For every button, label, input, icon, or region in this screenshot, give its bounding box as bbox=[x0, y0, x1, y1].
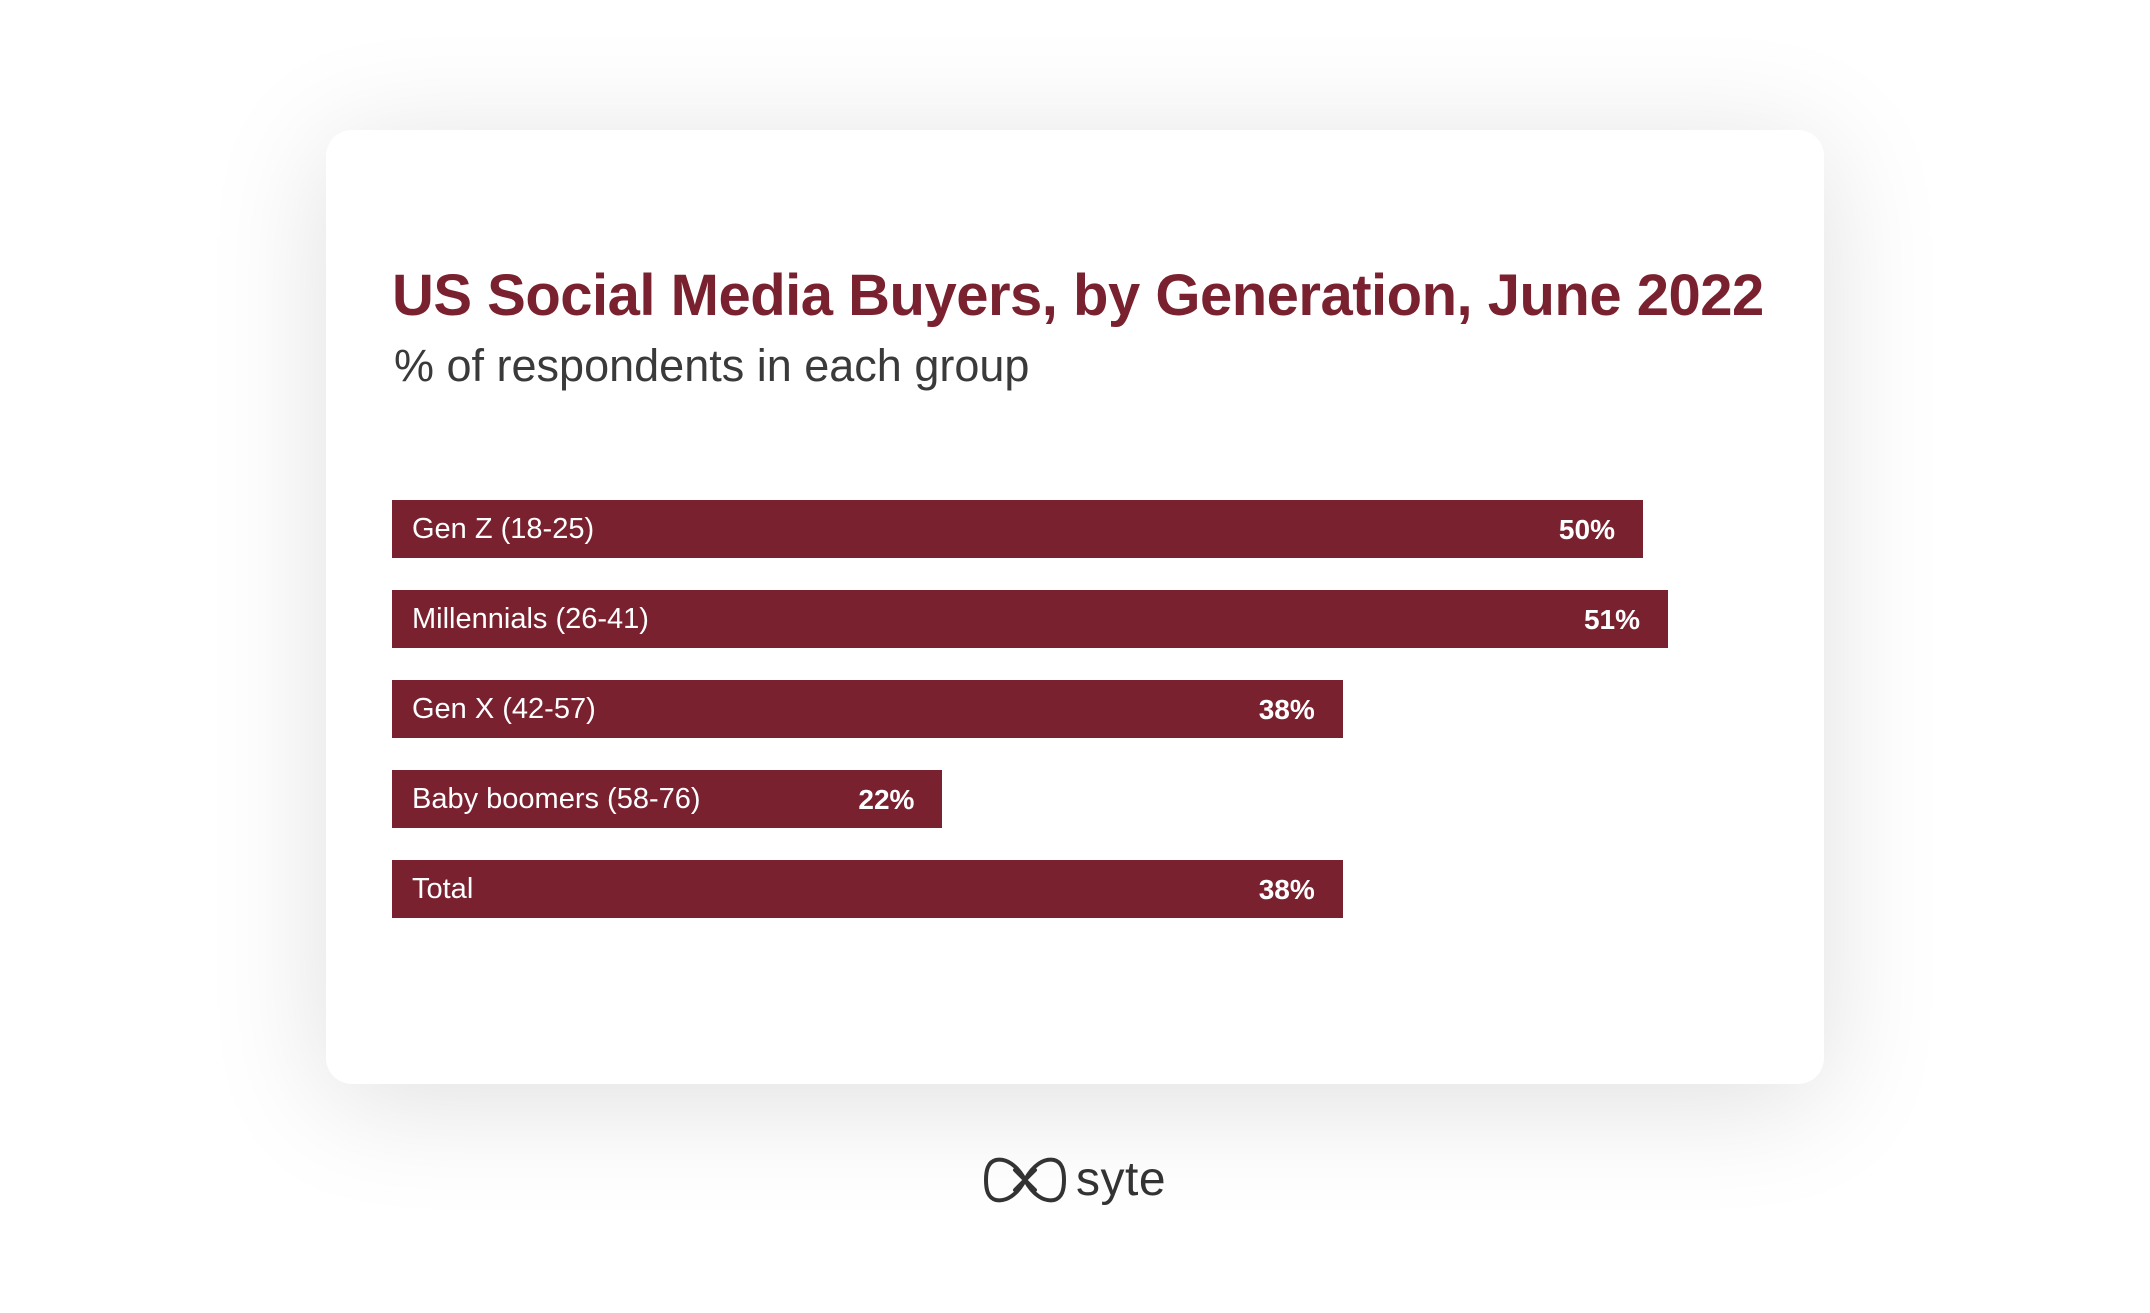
chart-subtitle: % of respondents in each group bbox=[394, 340, 1030, 391]
data-label: 38% bbox=[1258, 694, 1315, 725]
infinity-bow-icon bbox=[984, 1154, 1066, 1206]
bar-chart: Gen Z (18-25) 50% Millennials (26-41) 51% Ge… bbox=[392, 500, 1792, 920]
category-label: Millennials (26-41) bbox=[412, 603, 649, 635]
bar: Gen X (42-57) 38% bbox=[392, 680, 1343, 738]
bar: Total 38% bbox=[392, 860, 1343, 918]
chart-title: US Social Media Buyers, by Generation, J… bbox=[392, 263, 1764, 328]
data-label: 22% bbox=[858, 784, 915, 815]
bar: Millennials (26-41) 51% bbox=[392, 590, 1668, 648]
data-label: 50% bbox=[1558, 514, 1615, 545]
bar: Gen Z (18-25) 50% bbox=[392, 500, 1643, 558]
category-label: Gen Z (18-25) bbox=[412, 513, 595, 545]
category-label: Gen X (42-57) bbox=[412, 693, 596, 725]
data-label: 51% bbox=[1583, 604, 1640, 635]
logo-text: syte bbox=[1076, 1153, 1167, 1206]
data-label: 38% bbox=[1258, 874, 1315, 905]
bar: Baby boomers (58-76) 22% bbox=[392, 770, 943, 828]
syte-logo: syte bbox=[984, 1150, 1166, 1210]
category-label: Total bbox=[412, 873, 474, 905]
category-label: Baby boomers (58-76) bbox=[412, 783, 701, 815]
